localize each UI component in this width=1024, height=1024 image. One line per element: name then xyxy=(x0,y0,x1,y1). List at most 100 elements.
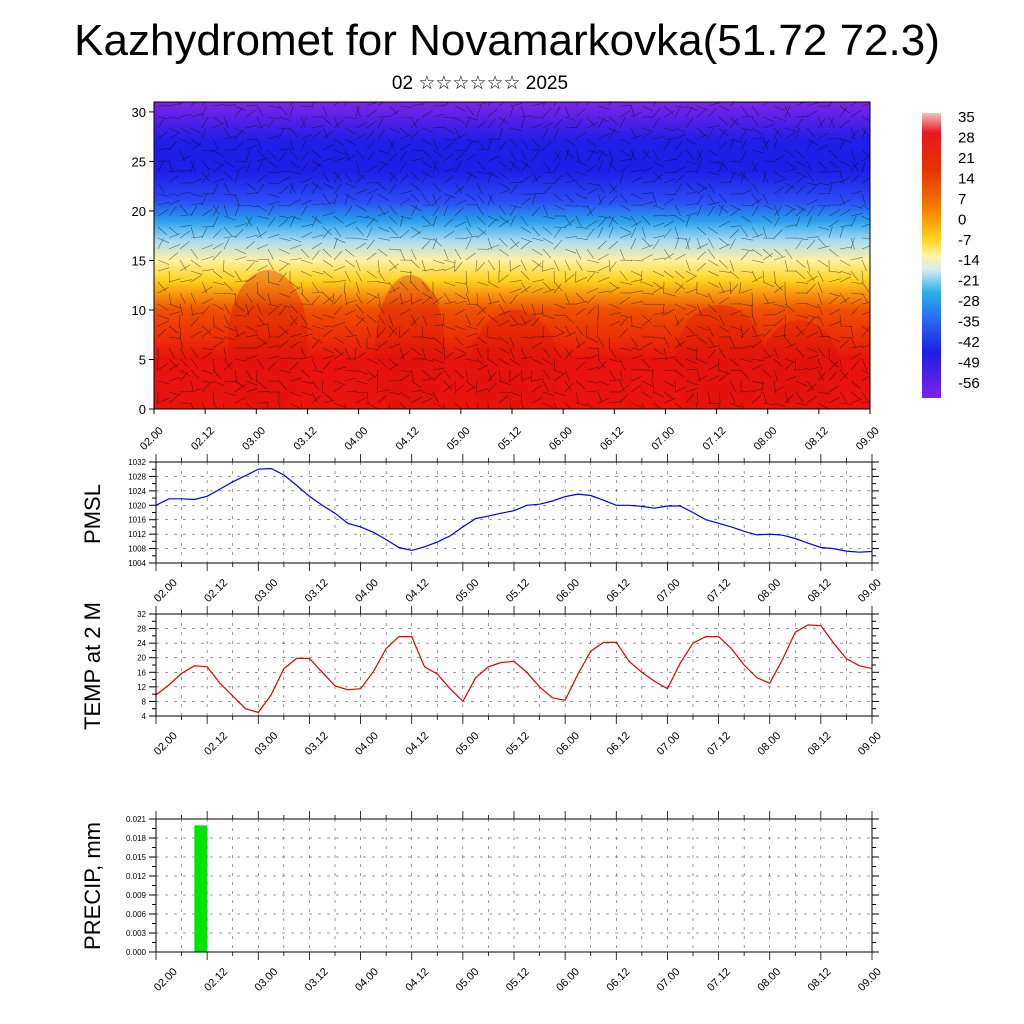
wind-barb xyxy=(795,402,808,406)
wind-barb xyxy=(498,380,511,385)
wind-barb xyxy=(784,105,790,118)
wind-barb xyxy=(487,193,495,205)
wind-barb xyxy=(520,241,531,250)
wind-barb xyxy=(201,380,214,384)
wind-barb xyxy=(806,186,817,195)
wind-barb xyxy=(707,237,715,249)
wind-barb xyxy=(223,361,233,371)
wind-barb xyxy=(619,316,629,327)
wind-barb xyxy=(630,402,643,408)
wind-barb xyxy=(234,369,237,382)
wind-barb xyxy=(321,380,324,394)
wind-barb xyxy=(762,215,773,224)
wind-barb xyxy=(256,231,268,239)
wind-barb xyxy=(674,341,686,349)
wind-barb xyxy=(850,216,857,228)
wind-barb xyxy=(685,182,695,192)
wind-barb xyxy=(608,184,618,195)
wind-barb xyxy=(861,301,870,305)
wind-barb xyxy=(718,129,727,140)
wind-barb xyxy=(377,292,381,305)
wind-barb xyxy=(487,382,497,393)
wind-barb xyxy=(685,334,698,338)
wind-barb xyxy=(333,352,345,360)
wind-barb xyxy=(377,193,389,201)
wind-barb xyxy=(531,279,544,283)
wind-barb xyxy=(355,174,365,184)
wind-barb xyxy=(410,316,420,327)
wind-barb xyxy=(410,397,422,404)
wind-barb xyxy=(564,105,570,118)
wind-barb xyxy=(355,171,366,180)
wind-barb xyxy=(399,350,410,360)
wind-barb xyxy=(520,105,526,118)
wind-barb xyxy=(256,161,263,173)
wind-barb xyxy=(707,292,715,304)
wind-barb xyxy=(608,358,621,363)
wind-barb xyxy=(201,305,210,316)
wind-barb xyxy=(663,171,677,173)
y-tick-label: 0.012 xyxy=(126,872,147,881)
wind-barb xyxy=(740,204,754,207)
wind-barb xyxy=(663,369,677,372)
wind-barb xyxy=(553,228,562,239)
wind-barb xyxy=(278,171,292,173)
wind-barb xyxy=(861,177,870,184)
wind-barb xyxy=(619,233,632,239)
wind-barb xyxy=(685,215,691,228)
wind-barb xyxy=(476,204,484,216)
wind-barb xyxy=(157,397,170,404)
wind-barb xyxy=(696,314,710,316)
wind-barb xyxy=(784,208,795,217)
wind-barb xyxy=(355,160,360,173)
wind-barb xyxy=(608,160,617,171)
wind-barb xyxy=(223,127,231,139)
wind-barb xyxy=(168,160,173,173)
wind-barb xyxy=(399,292,403,305)
wind-barb xyxy=(619,215,632,221)
wind-barb xyxy=(377,281,390,284)
wind-barb xyxy=(663,253,675,261)
wind-barb xyxy=(443,248,449,261)
wind-barb xyxy=(740,171,749,182)
wind-barb xyxy=(223,380,237,382)
wind-barb xyxy=(509,161,516,173)
wind-barb xyxy=(718,244,731,250)
wind-barb xyxy=(212,149,224,157)
wind-barb xyxy=(300,314,308,326)
wind-barb xyxy=(850,298,862,305)
wind-barb xyxy=(817,336,831,338)
wind-barb xyxy=(410,314,418,326)
wind-barb xyxy=(322,226,332,236)
wind-barb xyxy=(421,259,426,272)
wind-barb xyxy=(344,292,348,305)
wind-barb xyxy=(531,171,539,183)
wind-barb xyxy=(718,358,720,372)
wind-barb xyxy=(850,102,858,107)
wind-barb xyxy=(575,248,582,260)
wind-barb xyxy=(784,132,796,140)
wind-barb xyxy=(828,102,833,107)
colorbar-label: -7 xyxy=(958,232,971,249)
wind-barb xyxy=(740,270,753,273)
wind-barb xyxy=(212,164,224,173)
wind-barb xyxy=(487,371,497,382)
wind-barb xyxy=(553,358,556,372)
wind-barb xyxy=(751,276,763,283)
wind-barb xyxy=(344,138,356,146)
wind-barb xyxy=(861,160,866,173)
wind-barb xyxy=(509,160,519,170)
wind-barb xyxy=(201,171,210,182)
wind-barb xyxy=(454,161,462,173)
y-tick-label: 1008 xyxy=(128,545,146,554)
wind-barb xyxy=(531,378,544,382)
wind-barb xyxy=(465,303,478,306)
wind-barb xyxy=(663,356,676,360)
wind-barb xyxy=(619,384,630,393)
wind-barb xyxy=(168,325,179,334)
wind-barb xyxy=(234,141,244,151)
wind-barb xyxy=(366,325,371,338)
x-tick-label: 06.12 xyxy=(598,425,626,453)
wind-barb xyxy=(674,183,682,195)
wind-barb xyxy=(619,296,631,305)
